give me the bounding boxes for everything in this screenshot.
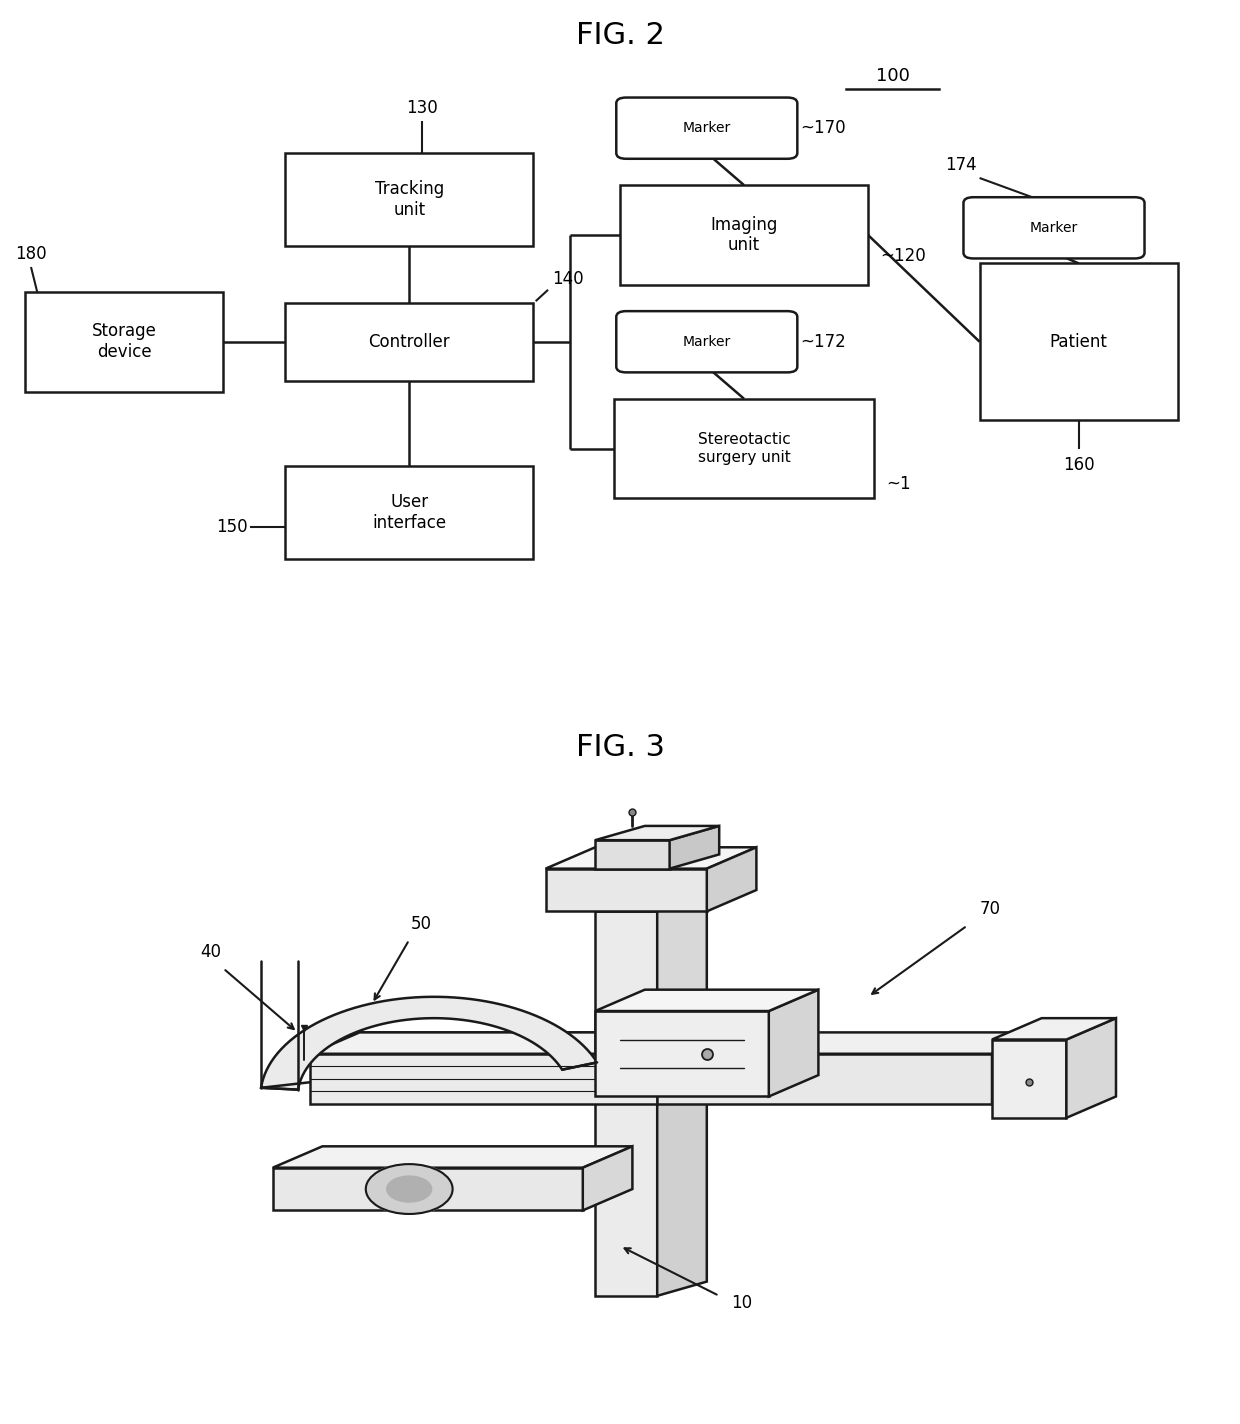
- Polygon shape: [707, 847, 756, 911]
- Text: 50: 50: [412, 914, 432, 933]
- Text: 70: 70: [980, 900, 1001, 918]
- Polygon shape: [546, 847, 756, 869]
- Text: 140: 140: [552, 271, 584, 289]
- Circle shape: [366, 1165, 453, 1213]
- Bar: [980, 263, 1178, 420]
- Text: Storage
device: Storage device: [92, 322, 156, 362]
- Bar: [25, 292, 223, 392]
- Polygon shape: [310, 1032, 707, 1054]
- Bar: [620, 185, 868, 285]
- Polygon shape: [273, 1168, 583, 1210]
- Text: 40: 40: [201, 943, 221, 961]
- Polygon shape: [595, 1011, 769, 1096]
- Text: 174: 174: [945, 157, 977, 175]
- Text: FIG. 3: FIG. 3: [575, 733, 665, 762]
- FancyBboxPatch shape: [963, 198, 1145, 259]
- Text: Marker: Marker: [1030, 221, 1078, 235]
- Text: 150: 150: [216, 518, 248, 535]
- Text: Controller: Controller: [368, 333, 450, 350]
- Bar: [285, 466, 533, 558]
- Polygon shape: [992, 1040, 1066, 1118]
- Polygon shape: [769, 990, 818, 1096]
- Text: ~120: ~120: [880, 248, 926, 265]
- Polygon shape: [657, 890, 707, 1054]
- Text: Marker: Marker: [683, 121, 730, 135]
- Text: ~172: ~172: [800, 333, 846, 350]
- Polygon shape: [657, 1054, 992, 1104]
- Polygon shape: [657, 1032, 1042, 1054]
- Text: Stereotactic
surgery unit: Stereotactic surgery unit: [698, 433, 790, 464]
- Polygon shape: [670, 826, 719, 869]
- FancyBboxPatch shape: [616, 97, 797, 158]
- Bar: [285, 152, 533, 245]
- Text: User
interface: User interface: [372, 493, 446, 533]
- Text: 100: 100: [875, 67, 910, 85]
- Text: Marker: Marker: [683, 335, 730, 349]
- Text: ~1: ~1: [887, 476, 911, 493]
- Polygon shape: [992, 1032, 1042, 1104]
- Text: FIG. 2: FIG. 2: [575, 21, 665, 50]
- Polygon shape: [595, 840, 670, 869]
- Polygon shape: [273, 1146, 632, 1168]
- Polygon shape: [310, 1054, 657, 1104]
- Text: 160: 160: [1063, 456, 1095, 474]
- Text: 10: 10: [732, 1294, 753, 1312]
- Polygon shape: [546, 869, 707, 911]
- Bar: [285, 303, 533, 382]
- Polygon shape: [310, 1032, 707, 1054]
- Polygon shape: [595, 1082, 707, 1096]
- Text: Imaging
unit: Imaging unit: [711, 215, 777, 255]
- Bar: [614, 399, 874, 498]
- Polygon shape: [595, 826, 719, 840]
- FancyBboxPatch shape: [616, 312, 797, 372]
- Polygon shape: [595, 890, 707, 911]
- Polygon shape: [262, 997, 598, 1089]
- Polygon shape: [583, 1146, 632, 1210]
- Polygon shape: [595, 990, 818, 1011]
- Text: 130: 130: [405, 100, 438, 118]
- Polygon shape: [992, 1018, 1116, 1040]
- Polygon shape: [595, 911, 657, 1054]
- Polygon shape: [1066, 1018, 1116, 1118]
- Polygon shape: [657, 1082, 707, 1296]
- Polygon shape: [595, 1096, 657, 1296]
- Text: Patient: Patient: [1050, 333, 1107, 350]
- Text: ~170: ~170: [800, 120, 846, 137]
- Text: 180: 180: [15, 245, 47, 263]
- Text: Tracking
unit: Tracking unit: [374, 179, 444, 219]
- Circle shape: [387, 1176, 432, 1202]
